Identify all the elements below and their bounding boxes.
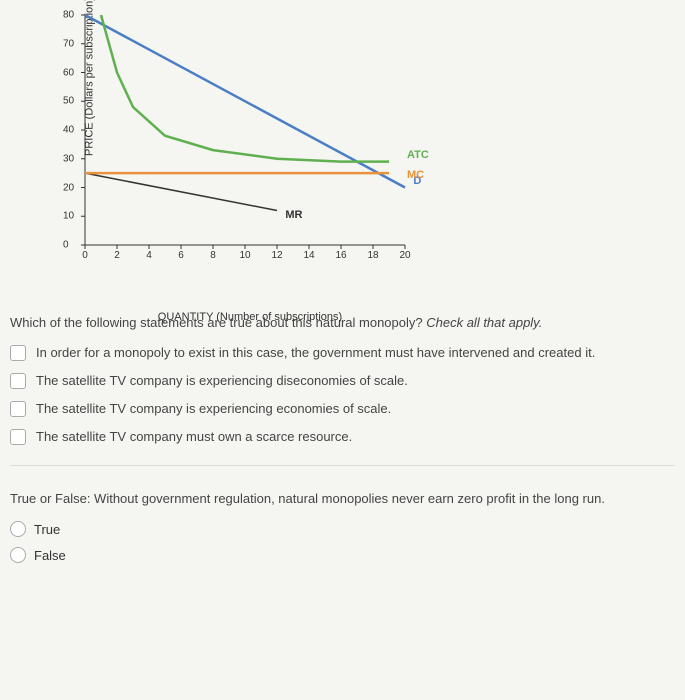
y-tick: 0 bbox=[63, 240, 69, 251]
radio-label: True bbox=[34, 522, 60, 537]
x-tick: 0 bbox=[82, 250, 88, 261]
checkbox-label: In order for a monopoly to exist in this… bbox=[36, 345, 595, 360]
y-tick: 70 bbox=[63, 38, 74, 49]
radio-icon[interactable] bbox=[10, 521, 26, 537]
chart-plot-area: 0102030405060708002468101214161820DMRATC… bbox=[85, 15, 405, 245]
y-tick: 60 bbox=[63, 67, 74, 78]
x-tick: 10 bbox=[239, 250, 250, 261]
curve-label-MC: MC bbox=[407, 169, 424, 181]
y-tick: 10 bbox=[63, 211, 74, 222]
checkbox-icon[interactable] bbox=[10, 373, 26, 389]
checkbox-option[interactable]: The satellite TV company is experiencing… bbox=[10, 401, 675, 417]
checkbox-icon[interactable] bbox=[10, 345, 26, 361]
economics-chart: PRICE (Dollars per subscription) 0102030… bbox=[60, 15, 440, 285]
x-tick: 14 bbox=[303, 250, 314, 261]
question-2-options: True False bbox=[10, 521, 675, 563]
checkbox-label: The satellite TV company is experiencing… bbox=[36, 373, 408, 388]
radio-label: False bbox=[34, 548, 66, 563]
y-tick: 20 bbox=[63, 182, 74, 193]
x-tick: 6 bbox=[178, 250, 184, 261]
section-divider bbox=[10, 465, 675, 466]
question-1-prompt: Which of the following statements are tr… bbox=[10, 315, 675, 330]
curve-label-ATC: ATC bbox=[407, 149, 429, 161]
curve-ATC bbox=[101, 15, 389, 162]
checkbox-label: The satellite TV company must own a scar… bbox=[36, 429, 352, 444]
y-tick: 50 bbox=[63, 96, 74, 107]
checkbox-option[interactable]: The satellite TV company must own a scar… bbox=[10, 429, 675, 445]
checkbox-option[interactable]: In order for a monopoly to exist in this… bbox=[10, 345, 675, 361]
x-tick: 18 bbox=[367, 250, 378, 261]
y-tick: 40 bbox=[63, 125, 74, 136]
q1-prompt-instruction: Check all that apply. bbox=[426, 315, 542, 330]
x-tick: 16 bbox=[335, 250, 346, 261]
question-1-options: In order for a monopoly to exist in this… bbox=[10, 345, 675, 445]
checkbox-icon[interactable] bbox=[10, 429, 26, 445]
x-tick: 8 bbox=[210, 250, 216, 261]
checkbox-option[interactable]: The satellite TV company is experiencing… bbox=[10, 373, 675, 389]
x-tick: 2 bbox=[114, 250, 120, 261]
x-tick: 4 bbox=[146, 250, 152, 261]
x-axis-label: QUANTITY (Number of subscriptions) bbox=[158, 311, 342, 323]
question-2-prompt: True or False: Without government regula… bbox=[10, 491, 675, 506]
checkbox-icon[interactable] bbox=[10, 401, 26, 417]
curve-label-MR: MR bbox=[285, 209, 302, 221]
radio-option[interactable]: True bbox=[10, 521, 675, 537]
checkbox-label: The satellite TV company is experiencing… bbox=[36, 401, 391, 416]
radio-option[interactable]: False bbox=[10, 547, 675, 563]
y-tick: 80 bbox=[63, 10, 74, 21]
x-tick: 12 bbox=[271, 250, 282, 261]
y-tick: 30 bbox=[63, 153, 74, 164]
curve-MR bbox=[85, 173, 277, 210]
radio-icon[interactable] bbox=[10, 547, 26, 563]
x-tick: 20 bbox=[399, 250, 410, 261]
